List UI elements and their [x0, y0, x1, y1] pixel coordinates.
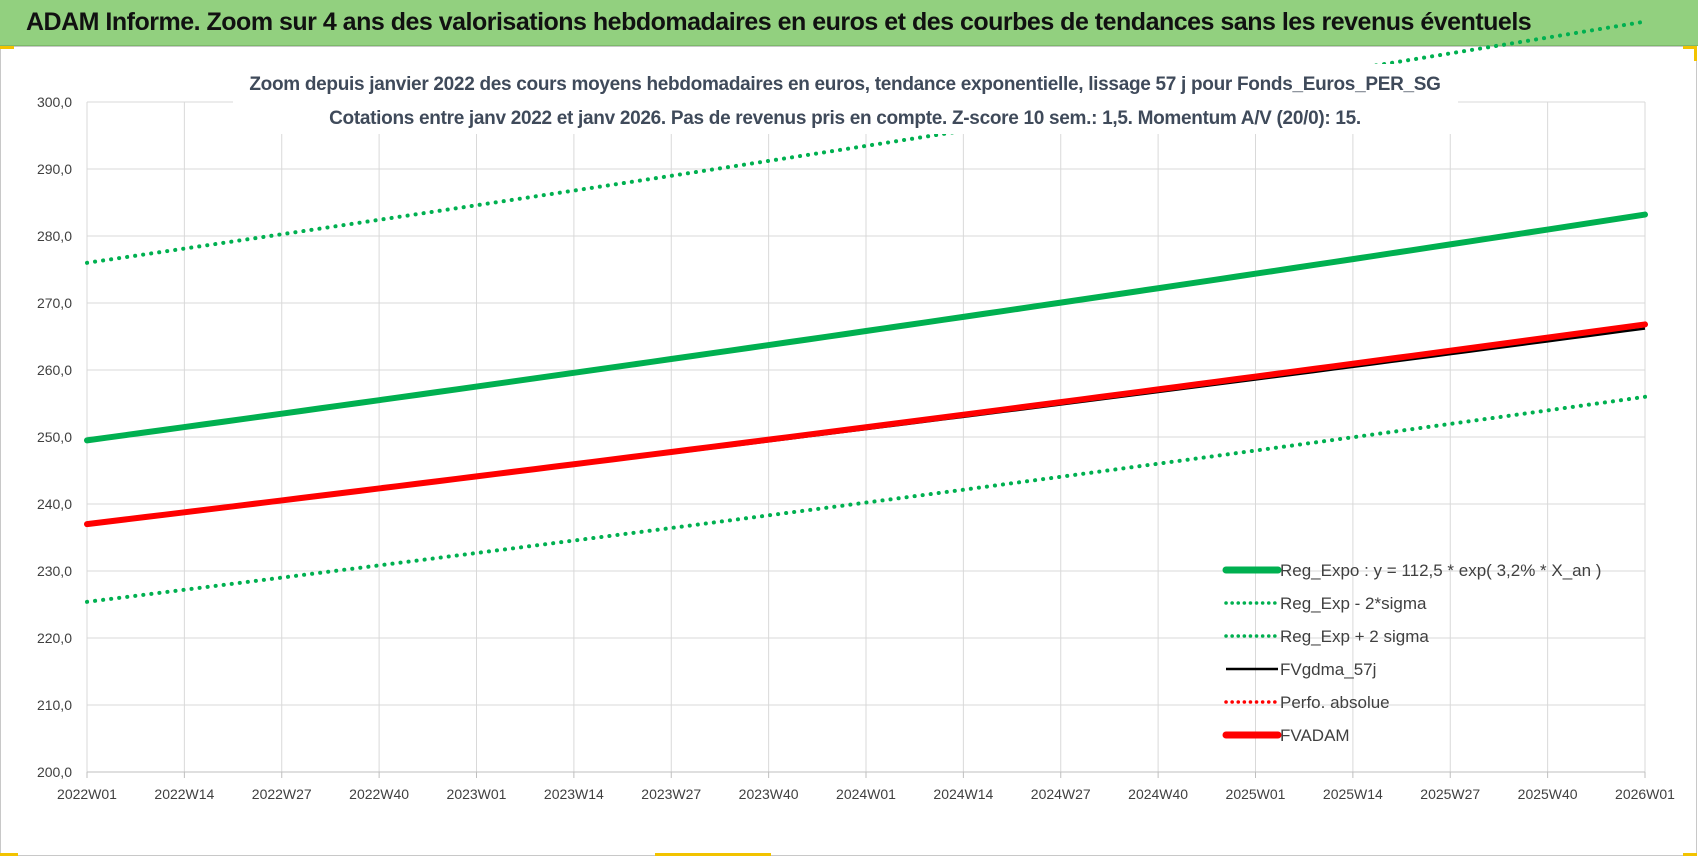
x-tick-label: 2023W01 — [447, 786, 507, 802]
y-tick-label: 210,0 — [37, 697, 72, 713]
chart-title: Zoom depuis janvier 2022 des cours moyen… — [249, 74, 1440, 95]
x-tick-label: 2023W27 — [641, 786, 701, 802]
chart-grid — [86, 101, 1646, 773]
y-tick-label: 260,0 — [37, 362, 72, 378]
corner-accent-top-left — [0, 46, 14, 49]
x-tick-label: 2024W01 — [836, 786, 896, 802]
y-tick-label: 200,0 — [37, 764, 72, 780]
y-tick-label: 270,0 — [37, 295, 72, 311]
x-tick-label: 2022W01 — [57, 786, 117, 802]
legend-label: FVgdma_57j — [1280, 660, 1376, 679]
legend-label: FVADAM — [1280, 726, 1350, 745]
x-tick-label: 2025W27 — [1420, 786, 1480, 802]
x-tick-label: 2024W27 — [1031, 786, 1091, 802]
y-axis-ticks: 200,0 210,0 220,0 230,0 240,0 250,0 260,0 270,0… — [37, 94, 72, 780]
series-line — [84, 321, 1648, 528]
chart-series — [84, 19, 1648, 604]
series-line — [85, 19, 1647, 265]
x-axis-ticks: 2022W01 2022W14 2022W27 2022W40 2023W01 2023W… — [57, 772, 1675, 802]
x-tick-label: 2025W01 — [1226, 786, 1286, 802]
x-tick-label: 2022W40 — [349, 786, 409, 802]
corner-accent-right-edge — [1694, 47, 1697, 61]
y-tick-label: 280,0 — [37, 228, 72, 244]
title-background — [233, 64, 1458, 134]
corner-accent-top-right — [1683, 46, 1697, 49]
corner-accent-bottom-mid — [655, 853, 771, 856]
x-tick-label: 2023W40 — [739, 786, 799, 802]
y-tick-label: 250,0 — [37, 429, 72, 445]
corner-accent-bottom-right — [1683, 853, 1697, 856]
series-line — [84, 211, 1648, 444]
corner-accent-bottom-left — [0, 853, 18, 856]
y-tick-label: 240,0 — [37, 496, 72, 512]
chart-legend: Reg_Expo : y = 112,5 * exp( 3,2% * X_an … — [1222, 561, 1601, 745]
legend-label: Reg_Exp - 2*sigma — [1280, 594, 1427, 613]
x-tick-label: 2023W14 — [544, 786, 604, 802]
x-tick-label: 2025W40 — [1518, 786, 1578, 802]
x-tick-label: 2026W01 — [1615, 786, 1675, 802]
y-tick-label: 300,0 — [37, 94, 72, 110]
chart-subtitle: Cotations entre janv 2022 et janv 2026. … — [329, 108, 1361, 129]
y-tick-label: 290,0 — [37, 161, 72, 177]
series-line — [85, 394, 1647, 604]
y-tick-label: 220,0 — [37, 630, 72, 646]
x-tick-label: 2025W14 — [1323, 786, 1383, 802]
x-tick-label: 2024W14 — [933, 786, 993, 802]
legend-label: Perfo. absolue — [1280, 693, 1390, 712]
legend-label: Reg_Expo : y = 112,5 * exp( 3,2% * X_an … — [1280, 561, 1601, 580]
x-tick-label: 2022W27 — [252, 786, 312, 802]
x-tick-label: 2022W14 — [154, 786, 214, 802]
banner-title: ADAM Informe. Zoom sur 4 ans des valoris… — [26, 8, 1532, 36]
chart-frame — [0, 46, 1697, 856]
report-banner: ADAM Informe. Zoom sur 4 ans des valoris… — [0, 0, 1698, 46]
legend-label: Reg_Exp + 2 sigma — [1280, 627, 1429, 646]
x-tick-label: 2024W40 — [1128, 786, 1188, 802]
y-tick-label: 230,0 — [37, 563, 72, 579]
